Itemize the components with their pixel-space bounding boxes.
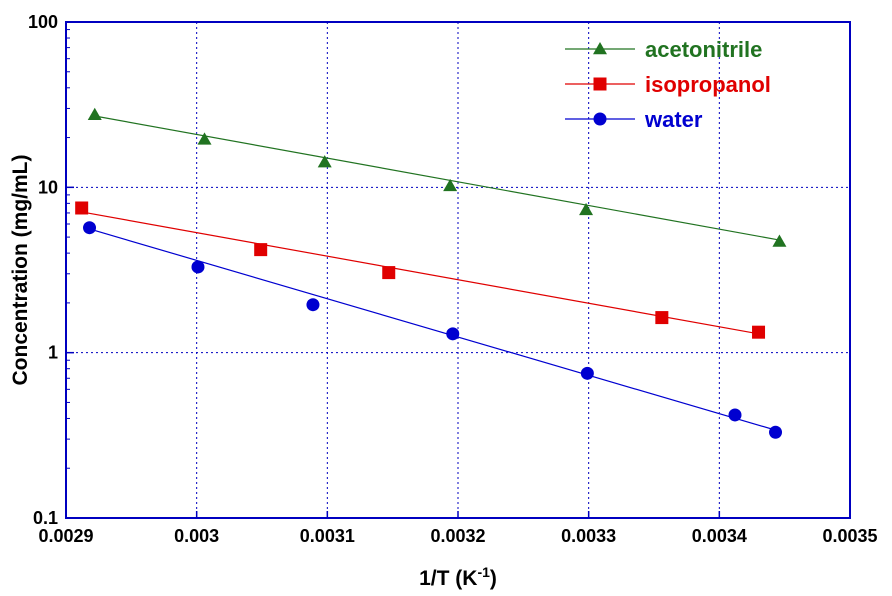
acetonitrile-point [317,155,332,168]
isopropanol-point [382,266,396,280]
x-tick-label: 0.0029 [38,526,93,546]
axis-ticks: 0.0029 0.003 0.0031 0.0032 0.0033 0.0034 0.003… [28,12,878,546]
legend-isopropanol-marker [593,77,607,91]
water-point [191,260,205,274]
y-tick-label: 100 [28,12,58,32]
x-tick-label: 0.0032 [430,526,485,546]
isopropanol-fit-line [81,211,759,335]
isopropanol-point [254,243,268,257]
legend-water-marker [593,112,607,126]
y-tick-label: 1 [48,343,58,363]
data-markers [75,107,787,439]
acetonitrile-point [772,234,787,247]
y-tick-label: 0.1 [33,508,58,528]
water-point [769,425,783,439]
y-axis-title: Concentration (mg/mL) [9,155,32,386]
acetonitrile-point [443,178,458,192]
x-tick-label: 0.0031 [300,526,355,546]
grid [66,22,850,518]
acetonitrile-point [197,132,212,145]
fit-lines [81,115,780,431]
water-point [728,408,742,422]
water-fit-line [89,228,776,431]
x-tick-label: 0.0034 [692,526,747,546]
water-point [306,298,320,312]
acetonitrile-point [579,202,594,216]
acetonitrile-fit-line [94,115,780,241]
water-point [446,327,460,341]
y-tick-label: 10 [38,177,58,197]
acetonitrile-point [87,107,102,120]
legend-acetonitrile-label: acetonitrile [645,37,762,62]
legend-acetonitrile-marker [593,42,607,55]
x-axis-title: 1/T (K-1) [419,564,497,590]
water-point [580,366,594,380]
legend: acetonitrile isopropanol water [565,37,771,132]
x-tick-label: 0.0035 [822,526,877,546]
legend-isopropanol-label: isopropanol [645,72,771,97]
x-tick-label: 0.0033 [561,526,616,546]
isopropanol-point [655,311,669,325]
legend-water-label: water [644,107,703,132]
water-point [83,221,97,235]
isopropanol-point [75,201,89,215]
x-tick-label: 0.003 [174,526,219,546]
isopropanol-point [752,325,766,339]
